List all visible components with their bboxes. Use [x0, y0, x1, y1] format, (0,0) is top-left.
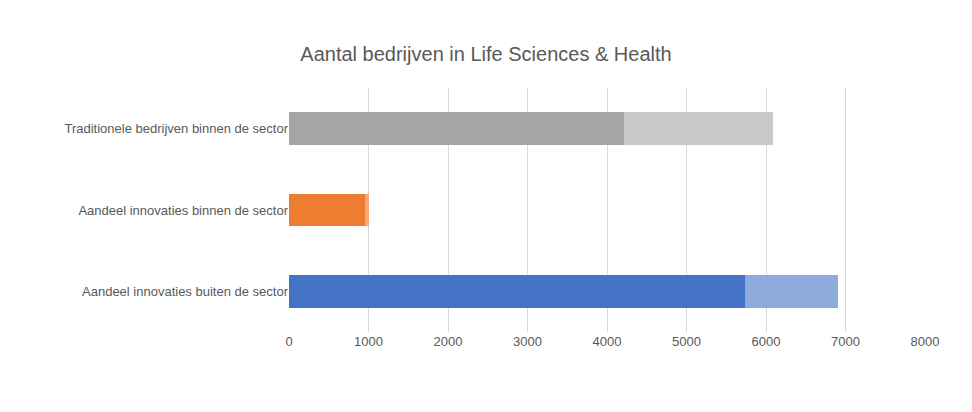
- svg-text:8000: 8000: [911, 334, 940, 349]
- svg-text:Aandeel innovaties buiten de s: Aandeel innovaties buiten de sector: [82, 284, 289, 299]
- svg-text:Aantal bedrijven in Life Scien: Aantal bedrijven in Life Sciences & Heal…: [300, 43, 671, 65]
- svg-text:3000: 3000: [513, 334, 542, 349]
- svg-text:Traditionele bedrijven binnen: Traditionele bedrijven binnen de sector: [64, 121, 288, 136]
- svg-text:2000: 2000: [434, 334, 463, 349]
- svg-text:1000: 1000: [354, 334, 383, 349]
- svg-text:0: 0: [285, 334, 292, 349]
- svg-text:4000: 4000: [593, 334, 622, 349]
- svg-text:Aandeel innovaties binnen de s: Aandeel innovaties binnen de sector: [78, 203, 288, 218]
- svg-text:5000: 5000: [672, 334, 701, 349]
- svg-text:6000: 6000: [752, 334, 781, 349]
- svg-text:7000: 7000: [831, 334, 860, 349]
